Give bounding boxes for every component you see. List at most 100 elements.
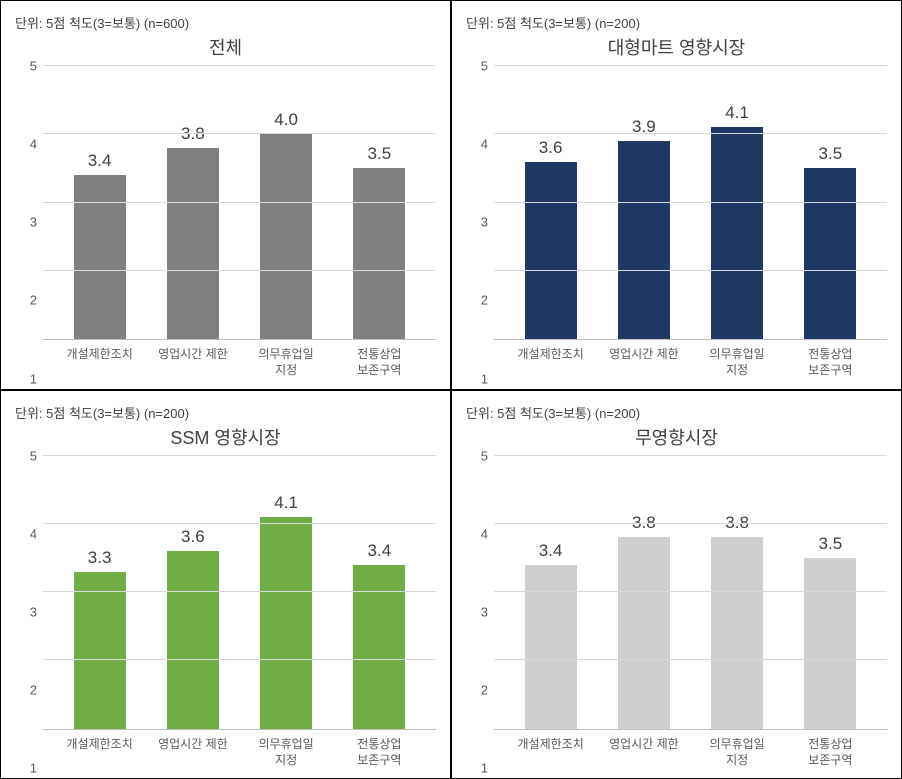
x-label: 의무휴업일 지정 [691, 346, 784, 378]
bar-value-label: 3.6 [181, 527, 205, 547]
bar-slot: 3.8 [597, 456, 690, 729]
chart-title: 전체 [15, 34, 436, 60]
gridline [494, 591, 887, 592]
y-tick: 4 [481, 526, 488, 541]
plot: 3.3 3.6 4.1 3.4 [43, 456, 436, 730]
plot-wrap: 3.43.84.03.5 개설제한조치영업시간 제한의무휴업일 지정전통상업 보… [43, 66, 436, 379]
y-tick: 1 [481, 761, 488, 776]
bar [167, 148, 219, 339]
chart-area: 12345 3.33.64.13.4 개설제한조치영업시간 제한의무휴업일 지정… [15, 456, 436, 769]
bar [525, 565, 577, 729]
x-label: 의무휴업일 지정 [691, 736, 784, 768]
bar-value-label: 4.1 [725, 103, 749, 123]
panel-ssm: 단위: 5점 척도(3=보통) (n=200) SSM 영향시장 12345 3… [0, 390, 451, 779]
x-label: 개설제한조치 [53, 346, 146, 378]
x-label: 전통상업 보존구역 [333, 736, 426, 768]
x-labels: 개설제한조치영업시간 제한의무휴업일 지정전통상업 보존구역 [43, 340, 436, 378]
unit-label: 단위: 5점 척도(3=보통) (n=200) [15, 403, 436, 422]
y-tick: 2 [481, 682, 488, 697]
bar-slot: 3.3 [53, 456, 146, 729]
panel-noeffect: 단위: 5점 척도(3=보통) (n=200) 무영향시장 12345 3.43… [451, 390, 902, 779]
y-tick: 1 [30, 761, 37, 776]
bar-value-label: 3.5 [368, 144, 392, 164]
y-tick: 2 [30, 293, 37, 308]
gridline [43, 202, 436, 203]
bar [353, 565, 405, 729]
y-tick: 4 [30, 526, 37, 541]
bar [74, 175, 126, 339]
x-label: 전통상업 보존구역 [784, 736, 877, 768]
plot: 3.63.94.13.5 [494, 66, 887, 340]
bars: 3.3 3.6 4.1 3.4 [43, 456, 436, 729]
plot-wrap: 3.63.94.13.5 개설제한조치영업시간 제한의무휴업일 지정전통상업 보… [494, 66, 887, 379]
bar [618, 141, 670, 339]
x-label: 의무휴업일 지정 [240, 736, 333, 768]
gridline [494, 202, 887, 203]
x-label: 개설제한조치 [504, 736, 597, 768]
gridline [494, 659, 887, 660]
bar-slot: 3.5 [784, 456, 877, 729]
bar-value-label: 4.1 [274, 493, 298, 513]
bars: 3.4 3.83.8 3.5 [494, 456, 887, 729]
bar [260, 134, 312, 339]
y-axis: 12345 [466, 66, 494, 379]
bar-slot: 3.4 [504, 456, 597, 729]
chart-title: 대형마트 영향시장 [466, 34, 887, 60]
panel-hypermart: 단위: 5점 척도(3=보통) (n=200) 대형마트 영향시장 12345 … [451, 0, 902, 390]
y-tick: 5 [481, 448, 488, 463]
y-tick: 3 [481, 215, 488, 230]
chart-area: 12345 3.43.84.03.5 개설제한조치영업시간 제한의무휴업일 지정… [15, 66, 436, 379]
bar [711, 537, 763, 728]
bar [711, 127, 763, 339]
y-tick: 1 [481, 371, 488, 386]
bar-value-label: 3.4 [539, 541, 563, 561]
y-tick: 1 [30, 371, 37, 386]
x-label: 영업시간 제한 [597, 346, 690, 378]
bar-slot: 3.9 [597, 66, 690, 339]
x-labels: 개설제한조치영업시간 제한의무휴업일 지정전통상업 보존구역 [494, 730, 887, 768]
gridline [494, 270, 887, 271]
y-axis: 12345 [466, 456, 494, 769]
bar-value-label: 3.5 [819, 534, 843, 554]
panel-overall: 단위: 5점 척도(3=보통) (n=600) 전체 12345 3.43.84… [0, 0, 451, 390]
chart-title: 무영향시장 [466, 424, 887, 450]
x-label: 전통상업 보존구역 [333, 346, 426, 378]
bar-slot: 3.4 [333, 456, 426, 729]
bar-slot: 4.1 [691, 66, 784, 339]
plot: 3.4 3.83.8 3.5 [494, 456, 887, 730]
bar [804, 558, 856, 729]
bar-slot: 3.5 [333, 66, 426, 339]
x-labels: 개설제한조치영업시간 제한의무휴업일 지정전통상업 보존구역 [494, 340, 887, 378]
gridline [43, 523, 436, 524]
bar [74, 572, 126, 729]
gridline [494, 133, 887, 134]
gridline [43, 270, 436, 271]
y-tick: 4 [30, 137, 37, 152]
x-label: 영업시간 제한 [146, 346, 239, 378]
x-label: 영업시간 제한 [597, 736, 690, 768]
bar-slot: 3.6 [146, 456, 239, 729]
bar-value-label: 3.4 [88, 151, 112, 171]
bar-slot: 3.8 [691, 456, 784, 729]
bar-value-label: 3.5 [819, 144, 843, 164]
gridline [43, 591, 436, 592]
x-labels: 개설제한조치영업시간 제한의무휴업일 지정전통상업 보존구역 [43, 730, 436, 768]
unit-label: 단위: 5점 척도(3=보통) (n=200) [466, 13, 887, 32]
bar-value-label: 3.3 [88, 548, 112, 568]
bars: 3.63.94.13.5 [494, 66, 887, 339]
y-tick: 3 [30, 604, 37, 619]
x-label: 전통상업 보존구역 [784, 346, 877, 378]
y-tick: 3 [481, 604, 488, 619]
x-label: 영업시간 제한 [146, 736, 239, 768]
bar-slot: 3.8 [146, 66, 239, 339]
gridline [43, 659, 436, 660]
gridline [494, 455, 887, 456]
plot: 3.43.84.03.5 [43, 66, 436, 340]
unit-label: 단위: 5점 척도(3=보통) (n=600) [15, 13, 436, 32]
bar-slot: 4.1 [240, 456, 333, 729]
chart-title: SSM 영향시장 [15, 424, 436, 450]
gridline [43, 455, 436, 456]
y-tick: 4 [481, 137, 488, 152]
bar-value-label: 3.4 [368, 541, 392, 561]
bar [804, 168, 856, 339]
